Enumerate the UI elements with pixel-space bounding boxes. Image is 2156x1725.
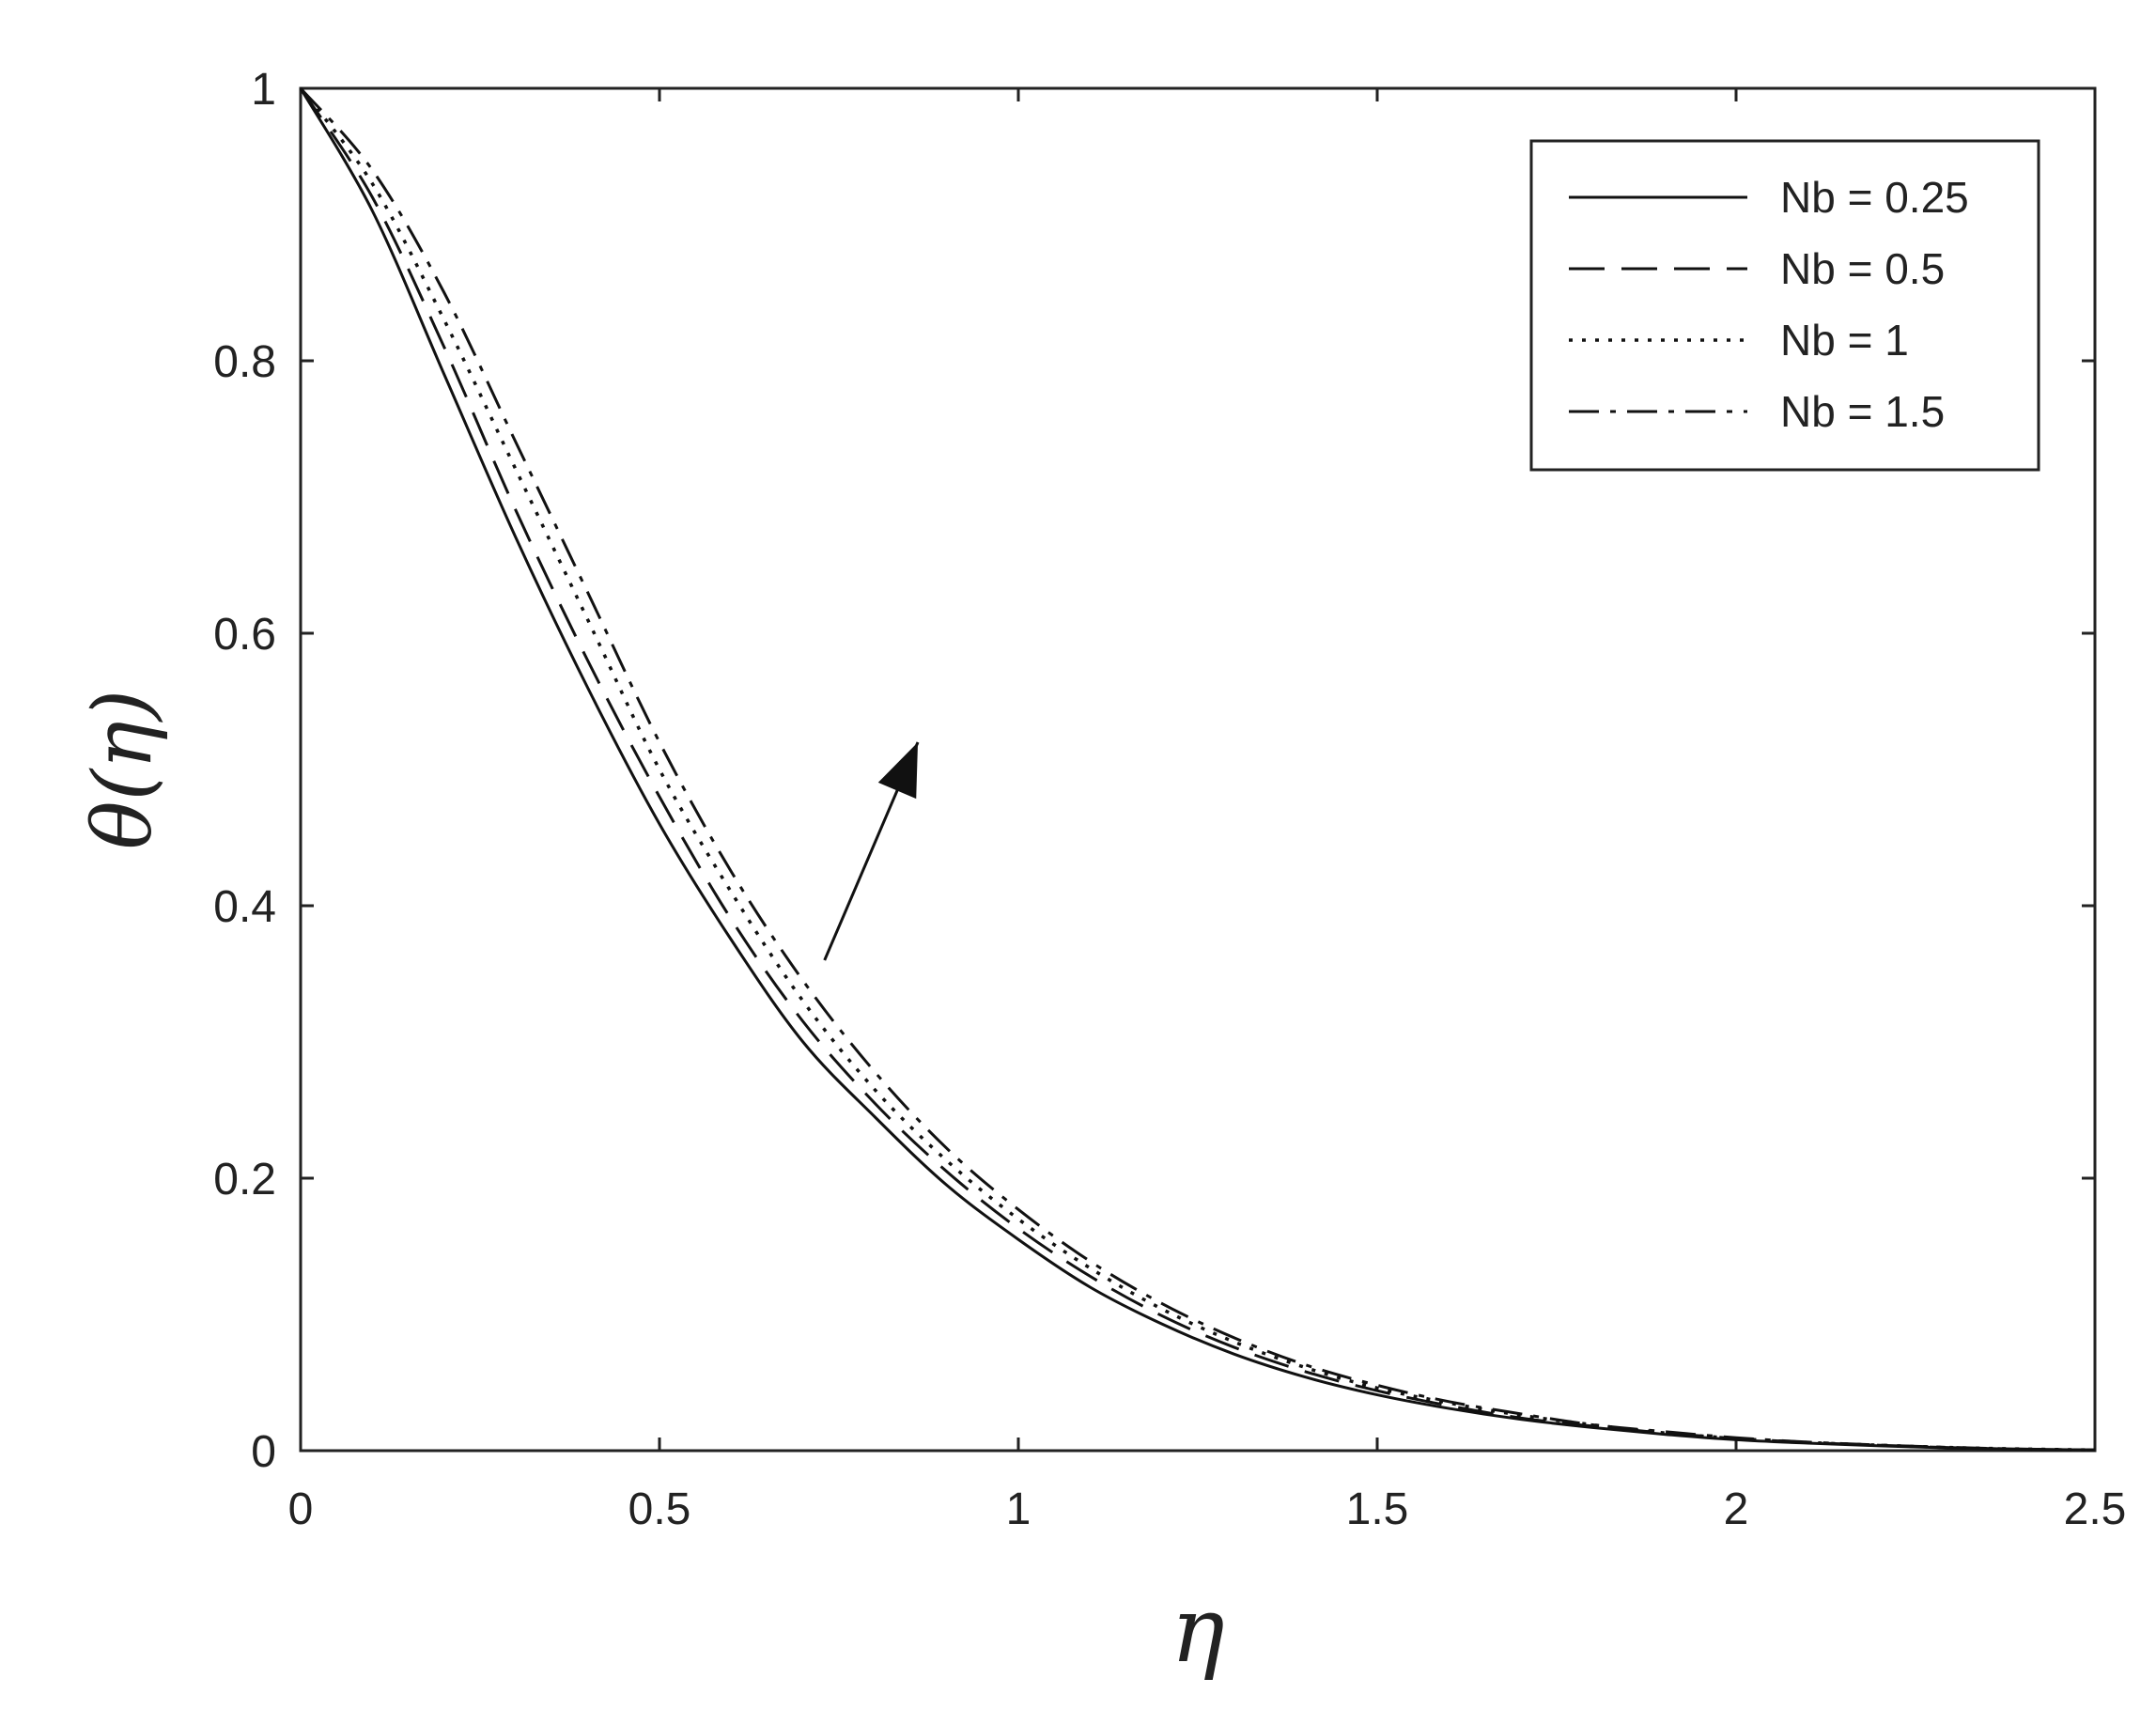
- y-axis-title: θ(η): [76, 690, 170, 849]
- y-tick-label: 0.4: [213, 882, 276, 932]
- x-tick-label: 2: [1724, 1484, 1749, 1534]
- x-tick-label: 1.5: [1346, 1484, 1409, 1534]
- x-tick-label: 1: [1006, 1484, 1031, 1534]
- annotation-arrow-head: [877, 742, 919, 800]
- series-line: [299, 86, 2096, 1453]
- y-tick-label: 0.8: [213, 337, 276, 387]
- x-tick-label: 0.5: [628, 1484, 691, 1534]
- tick-group: 0 0.5 1 1.5 2 2.5 0 0.2 0.4 0.6 0.8 1: [213, 65, 2126, 1534]
- legend-label: Nb = 0.5: [1780, 244, 1945, 293]
- legend: Nb = 0.25 Nb = 0.5 Nb = 1 Nb = 1.5: [1529, 139, 2040, 472]
- x-tick-label: 2.5: [2064, 1484, 2127, 1534]
- series-line: [299, 87, 2096, 1452]
- x-tick-label: 0: [288, 1484, 314, 1534]
- x-axis-title: η: [1171, 1577, 1225, 1683]
- y-tick-label: 0.2: [213, 1155, 276, 1204]
- legend-label: Nb = 1.5: [1780, 387, 1945, 436]
- y-tick-label: 1: [251, 65, 276, 115]
- legend-box: [1529, 139, 2040, 472]
- y-tick-label: 0.6: [213, 610, 276, 660]
- legend-label: Nb = 1: [1780, 316, 1909, 365]
- series-group: [299, 86, 2096, 1453]
- legend-label: Nb = 0.25: [1780, 173, 1969, 222]
- y-tick-label: 0: [251, 1427, 276, 1477]
- annotation-group: [823, 741, 920, 961]
